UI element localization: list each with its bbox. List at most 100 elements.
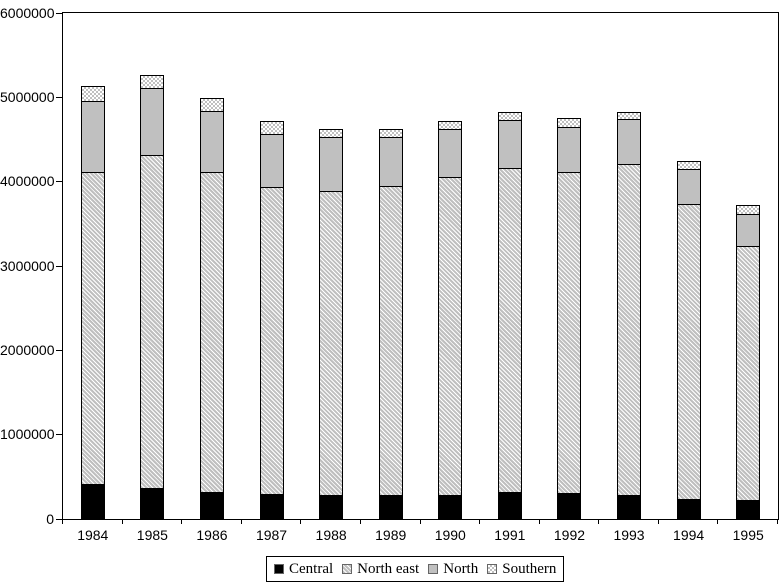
x-axis-label: 1990 [434, 527, 466, 543]
bar-1992-north-east [557, 172, 582, 493]
bar-1995-southern [736, 205, 761, 214]
legend-swatch-checkerboard-icon [487, 564, 498, 574]
bar-1995-north-east [736, 245, 761, 501]
x-axis-label: 1989 [375, 527, 407, 543]
x-axis-label: 1985 [136, 527, 168, 543]
legend-item-central: Central [274, 561, 333, 578]
y-axis-tick [56, 181, 63, 183]
x-axis-tick [181, 519, 183, 524]
plot-area [62, 12, 779, 520]
bar-1985-southern [140, 74, 165, 89]
bar-1991-north [497, 120, 522, 169]
bar-1987-southern [259, 120, 284, 134]
legend-item-north: North [428, 561, 478, 578]
bar-1994-central [676, 498, 701, 519]
bar-1995-north [736, 213, 761, 246]
legend-swatch-diagonal-hatch-icon [342, 564, 353, 574]
bar-1989-southern [378, 128, 403, 137]
y-axis-label: 0 [46, 510, 54, 527]
y-axis-label: 2000000 [0, 341, 55, 358]
bar-1992-north [557, 126, 582, 173]
x-axis-tick [657, 519, 659, 524]
y-axis-label: 5000000 [0, 88, 55, 105]
x-axis-tick [62, 519, 63, 524]
bar-1988-north [319, 136, 344, 191]
y-axis-label: 6000000 [0, 4, 55, 21]
x-axis-label: 1984 [77, 527, 109, 543]
bar-1985-north [140, 88, 165, 155]
x-axis-tick [717, 519, 719, 524]
x-axis-label: 1987 [255, 527, 288, 543]
bar-1988-southern [319, 128, 344, 137]
bar-1993-north [617, 119, 642, 164]
bar-1990-north [438, 129, 463, 177]
x-axis-label: 1994 [673, 527, 705, 543]
legend-item-southern: Southern [487, 561, 556, 578]
bar-1994-north-east [676, 204, 701, 499]
bar-1991-southern [497, 111, 522, 121]
bar-1995-central [736, 500, 761, 519]
bar-1988-central [319, 494, 344, 519]
x-axis-tick [240, 519, 242, 524]
x-axis-tick [121, 519, 123, 524]
y-axis-tick [56, 96, 63, 98]
legend-swatch-solid-gray-icon [428, 564, 439, 574]
y-axis-label: 3000000 [0, 257, 55, 274]
y-axis-label: 1000000 [0, 426, 55, 443]
x-axis-label: 1988 [315, 527, 347, 543]
bar-1986-north [199, 110, 224, 173]
bar-1984-central [80, 483, 105, 519]
bar-1989-central [378, 494, 403, 519]
bar-1985-north-east [140, 154, 165, 488]
x-axis-label: 1992 [553, 527, 586, 543]
bar-1993-southern [617, 111, 642, 120]
bar-1992-southern [557, 118, 582, 127]
legend-label: North [443, 560, 479, 577]
bar-1987-north [259, 133, 284, 187]
bar-1989-north [378, 136, 403, 186]
bar-1986-north-east [199, 172, 224, 493]
bar-1991-central [497, 492, 522, 519]
legend-swatch-solid-black-icon [274, 564, 284, 574]
bar-1986-southern [199, 98, 224, 111]
x-axis-tick [419, 519, 421, 524]
y-axis-tick [56, 518, 63, 520]
bar-1984-north [80, 100, 105, 172]
x-axis-label: 1993 [613, 527, 645, 543]
bar-1992-central [557, 492, 582, 519]
x-axis-tick [598, 519, 600, 524]
legend: Central North east North Southern [266, 556, 565, 582]
x-axis-tick [300, 519, 302, 524]
x-axis-label: 1986 [196, 527, 228, 543]
bar-1990-north-east [438, 176, 463, 495]
bar-1987-central [259, 493, 284, 519]
legend-label: North east [357, 560, 420, 577]
legend-label: Central [289, 560, 334, 577]
x-axis-tick [359, 519, 361, 524]
y-axis-tick [56, 12, 63, 14]
bar-1991-north-east [497, 168, 522, 493]
y-axis-tick [56, 434, 63, 436]
bar-1987-north-east [259, 186, 284, 494]
bar-1993-north-east [617, 163, 642, 496]
x-axis-tick [479, 519, 481, 524]
legend-item-north-east: North east [342, 561, 419, 578]
y-axis-label: 4000000 [0, 173, 55, 190]
legend-label: Southern [502, 560, 557, 577]
bar-1989-north-east [378, 185, 403, 495]
bar-1993-central [617, 495, 642, 519]
bar-1984-southern [80, 85, 105, 101]
x-axis-label: 1991 [494, 527, 526, 543]
bar-1985-central [140, 487, 165, 519]
bar-1994-southern [676, 160, 701, 170]
bar-1986-central [199, 492, 224, 519]
y-axis-tick [56, 265, 63, 267]
bar-1990-central [438, 494, 463, 519]
bar-1984-north-east [80, 171, 105, 484]
bar-1990-southern [438, 120, 463, 130]
bar-1988-north-east [319, 190, 344, 495]
x-axis-label: 1995 [732, 527, 764, 543]
x-axis-tick [777, 519, 778, 524]
x-axis-tick [538, 519, 540, 524]
